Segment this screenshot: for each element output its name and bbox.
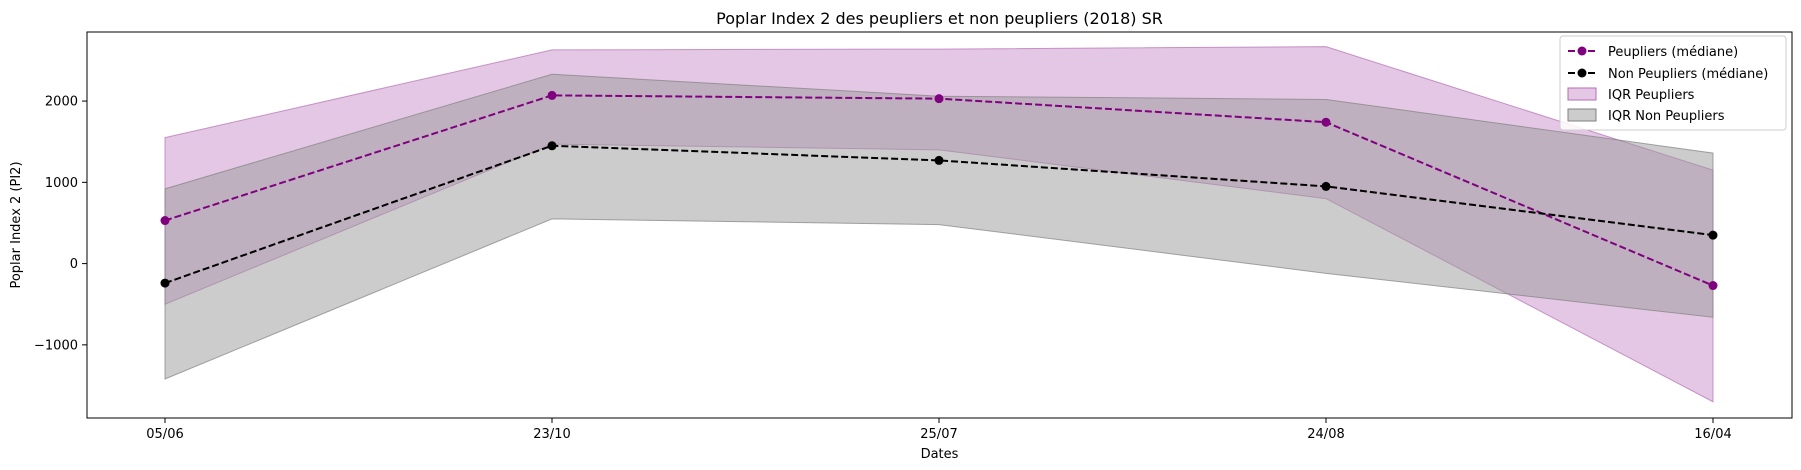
- iqr-band-2: [164, 73, 1714, 380]
- series-1-point-1: [160, 216, 170, 226]
- series-2-point-4: [1321, 181, 1331, 191]
- legend-label-1: Peupliers (médiane): [1608, 45, 1738, 60]
- legend-label-2: Non Peupliers (médiane): [1608, 67, 1768, 82]
- x-axis: 05/06 23/10 25/07 24/08 16/04: [146, 418, 1732, 442]
- y-axis: −1000 0 1000 2000: [34, 95, 87, 353]
- y-tick-label-3: 1000: [45, 176, 78, 191]
- series-line-2: [164, 144, 1714, 285]
- legend-swatch-2: [1567, 108, 1597, 122]
- y-axis-label: Poplar Index 2 (PI2): [9, 161, 24, 288]
- x-axis-label: Dates: [921, 447, 959, 462]
- legend-marker-2: [1577, 68, 1587, 78]
- series-2-point-5: [1708, 230, 1718, 240]
- x-tick-label-1: 05/06: [146, 427, 183, 442]
- x-tick-label-5: 16/04: [1694, 427, 1731, 442]
- legend-marker-1: [1577, 46, 1587, 56]
- x-tick-label-2: 23/10: [533, 427, 570, 442]
- series-2-point-1: [160, 278, 170, 288]
- series-2-point-2: [547, 141, 557, 151]
- series-1-point-2: [547, 90, 557, 100]
- series-1-point-3: [934, 94, 944, 104]
- y-tick-label-4: 2000: [45, 95, 78, 110]
- x-tick-label-3: 25/07: [920, 427, 957, 442]
- chart-title: Poplar Index 2 des peupliers et non peup…: [716, 9, 1163, 28]
- iqr-bands: [164, 46, 1714, 403]
- legend-band-label-2: IQR Non Peupliers: [1608, 109, 1725, 124]
- legend-box: [1559, 35, 1787, 131]
- median-lines: [160, 90, 1718, 291]
- legend-swatch-1: [1567, 87, 1597, 101]
- legend: Peupliers (médiane) Non Peupliers (médian…: [1559, 35, 1787, 131]
- x-tick-label-4: 24/08: [1307, 427, 1344, 442]
- series-1-point-4: [1321, 117, 1331, 127]
- y-tick-label-1: −1000: [34, 338, 78, 353]
- y-tick-label-2: 0: [70, 257, 78, 272]
- series-2-point-3: [934, 155, 944, 165]
- legend-band-label-1: IQR Peupliers: [1608, 88, 1695, 103]
- series-1-point-5: [1708, 281, 1718, 291]
